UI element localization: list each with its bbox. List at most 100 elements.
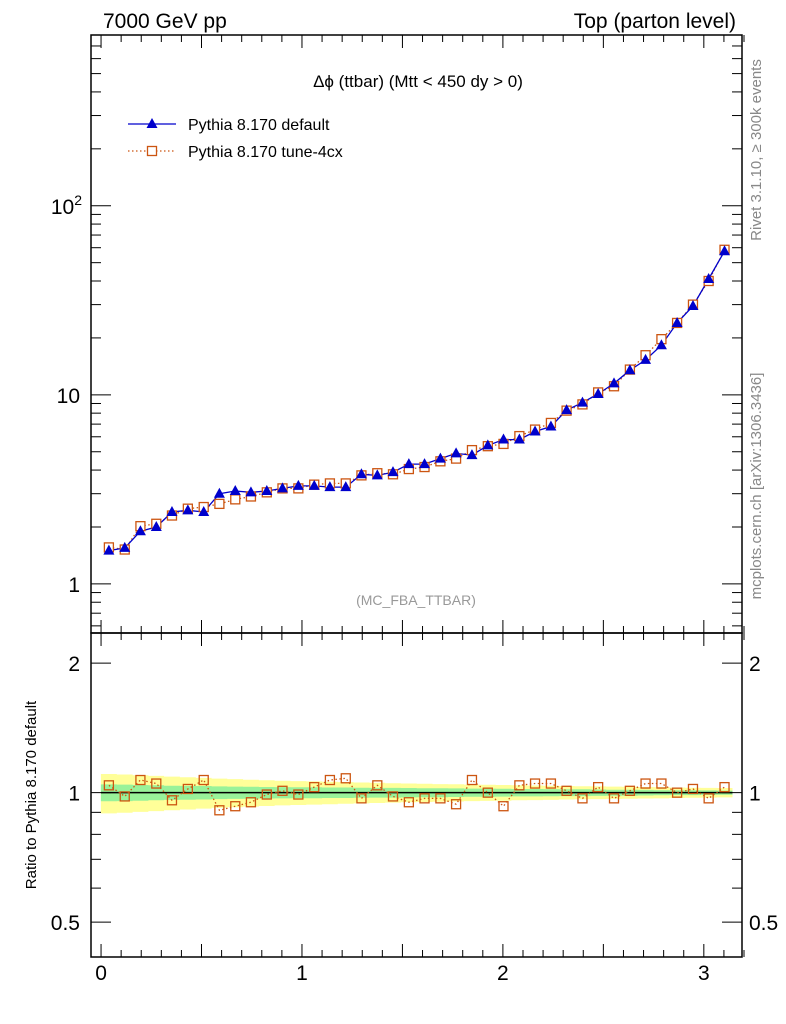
ratio-axis-ticks bbox=[91, 633, 745, 957]
default-point bbox=[103, 544, 115, 555]
plot-title: Δϕ (ttbar) (Mtt < 450 dy > 0) bbox=[313, 72, 523, 91]
default-point bbox=[419, 458, 431, 469]
ratio-tune-point bbox=[230, 801, 241, 812]
default-point bbox=[324, 481, 336, 492]
ratio-tune-point bbox=[340, 773, 351, 784]
default-point bbox=[719, 245, 731, 256]
default-point bbox=[624, 364, 636, 375]
ratio-y-tick-label-right: 1 bbox=[749, 783, 761, 806]
default-point bbox=[308, 479, 320, 490]
ratio-tune-point bbox=[151, 778, 162, 789]
ratio-tune-point bbox=[514, 780, 525, 791]
tune-point bbox=[230, 494, 241, 505]
default-point bbox=[529, 425, 541, 436]
default-point bbox=[450, 447, 462, 458]
ratio-tune-point bbox=[498, 801, 509, 812]
default-point bbox=[276, 482, 288, 493]
legend-label-default: Pythia 8.170 default bbox=[188, 117, 330, 134]
default-point bbox=[655, 339, 667, 350]
default-point bbox=[466, 449, 478, 460]
default-point bbox=[150, 520, 162, 531]
y-tick-label: 102 bbox=[51, 192, 82, 219]
ratio-tune-point bbox=[624, 785, 636, 796]
main-series-group bbox=[103, 244, 731, 555]
x-tick-label: 0 bbox=[95, 962, 107, 985]
ratio-tune-point bbox=[608, 793, 620, 804]
ratio-tune-point bbox=[687, 783, 699, 795]
ratio-tune-point bbox=[656, 778, 667, 789]
default-point bbox=[198, 506, 210, 517]
main-panel: 1 10 102 Δϕ (ttbar) (Mtt < 450 dy > 0) (MC… bbox=[51, 34, 745, 634]
ratio-tune-point bbox=[435, 793, 446, 804]
x-tick-label: 3 bbox=[698, 962, 710, 985]
ratio-tune-point bbox=[277, 785, 288, 796]
default-point bbox=[371, 469, 383, 480]
default-point bbox=[640, 353, 652, 364]
header-left: 7000 GeV pp bbox=[103, 10, 227, 33]
default-point bbox=[213, 487, 225, 498]
ratio-tune-point bbox=[403, 797, 415, 808]
ratio-y-tick-label-left: 1 bbox=[68, 783, 80, 806]
default-point bbox=[608, 377, 620, 388]
ratio-tune-point bbox=[245, 797, 257, 808]
default-point bbox=[355, 468, 367, 479]
default-point bbox=[482, 439, 494, 450]
y-tick-label: 10 bbox=[57, 385, 80, 408]
legend-marker-default bbox=[146, 118, 158, 128]
ratio-tune-point bbox=[640, 778, 651, 789]
ratio-tune-point bbox=[356, 793, 367, 804]
ratio-series-group bbox=[103, 773, 730, 816]
ratio-tune-line bbox=[108, 777, 725, 812]
default-point bbox=[671, 316, 683, 327]
ratio-tune-point bbox=[198, 774, 209, 786]
ratio-tune-point bbox=[372, 780, 383, 791]
x-tick-labels: 0 1 2 3 bbox=[95, 962, 709, 985]
x-tick-label: 1 bbox=[296, 962, 308, 985]
default-point bbox=[703, 272, 715, 283]
ratio-tune-point bbox=[261, 789, 272, 800]
ratio-tune-point bbox=[166, 795, 178, 806]
x-tick-label: 2 bbox=[497, 962, 509, 985]
default-point bbox=[119, 541, 131, 552]
ratio-panel-frame bbox=[90, 632, 743, 958]
ratio-uncertainty-bands bbox=[100, 774, 733, 814]
ratio-y-axis-label: Ratio to Pythia 8.170 default bbox=[23, 700, 40, 889]
ratio-tune-point bbox=[703, 793, 714, 804]
default-point bbox=[340, 481, 352, 492]
ratio-tune-point bbox=[293, 789, 304, 800]
ratio-tune-point bbox=[545, 778, 557, 789]
ratio-tune-point bbox=[119, 791, 130, 802]
default-point bbox=[687, 299, 699, 310]
ratio-tune-point bbox=[387, 791, 399, 802]
main-axis-ticks bbox=[91, 34, 745, 633]
default-point bbox=[229, 485, 241, 496]
ratio-tune-point bbox=[592, 781, 604, 793]
legend-label-tune: Pythia 8.170 tune-4cx bbox=[188, 144, 343, 161]
default-point bbox=[134, 525, 146, 536]
default-point bbox=[261, 485, 273, 496]
ratio-tune-point bbox=[309, 781, 320, 793]
ratio-tune-point bbox=[450, 799, 462, 810]
ratio-tune-point bbox=[529, 778, 541, 789]
default-point bbox=[513, 433, 525, 444]
source-label: mcplots.cern.ch [arXiv:1306.3436] bbox=[748, 373, 765, 600]
y-tick-label: 1 bbox=[68, 574, 80, 597]
legend-marker-tune bbox=[146, 145, 158, 157]
ratio-tune-point bbox=[324, 774, 336, 786]
ratio-y-tick-label-right: 2 bbox=[749, 653, 761, 676]
default-point bbox=[292, 479, 304, 490]
default-point bbox=[434, 452, 446, 463]
main-y-tick-labels: 1 10 102 bbox=[51, 192, 82, 597]
tune-point bbox=[214, 498, 225, 510]
ratio-y-tick-label-left: 0.5 bbox=[51, 912, 80, 935]
ratio-y-tick-label-right: 0.5 bbox=[749, 912, 778, 935]
legend: Pythia 8.170 default Pythia 8.170 tune-4… bbox=[128, 117, 343, 161]
default-point bbox=[387, 466, 399, 477]
default-point bbox=[545, 420, 557, 431]
ratio-y-tick-label-left: 2 bbox=[68, 653, 80, 676]
series-default-line bbox=[108, 250, 726, 552]
ratio-tune-point bbox=[135, 774, 146, 786]
ratio-tune-point bbox=[214, 805, 225, 816]
ratio-tune-point bbox=[577, 793, 588, 804]
